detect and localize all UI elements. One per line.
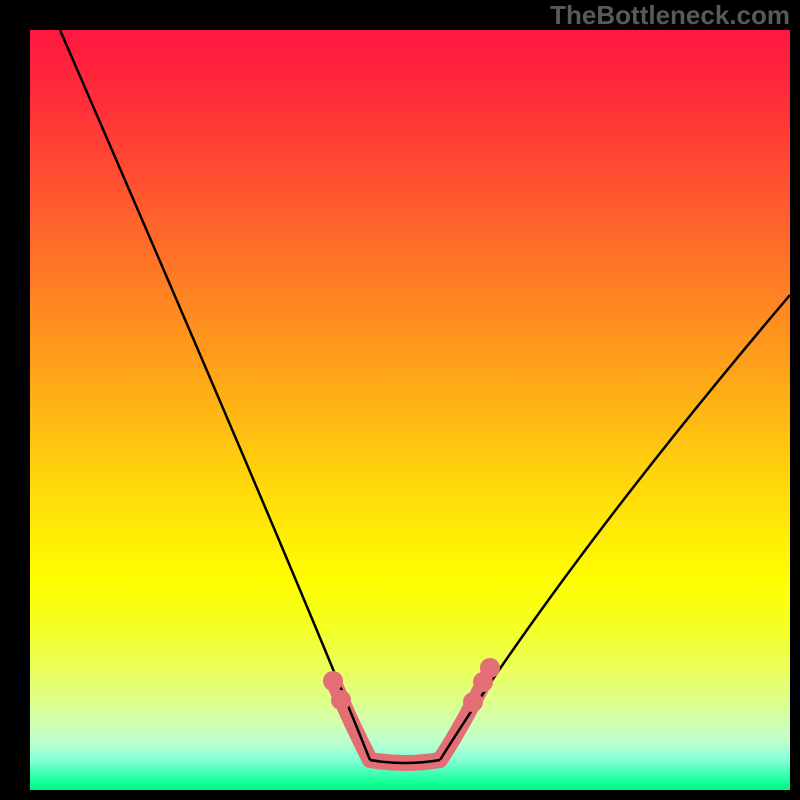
watermark-text: TheBottleneck.com — [550, 0, 790, 31]
gradient-background — [30, 30, 790, 790]
highlight-dot — [480, 658, 500, 678]
highlight-dot — [463, 692, 483, 712]
highlight-dot — [331, 690, 351, 710]
highlight-dot — [323, 671, 343, 691]
